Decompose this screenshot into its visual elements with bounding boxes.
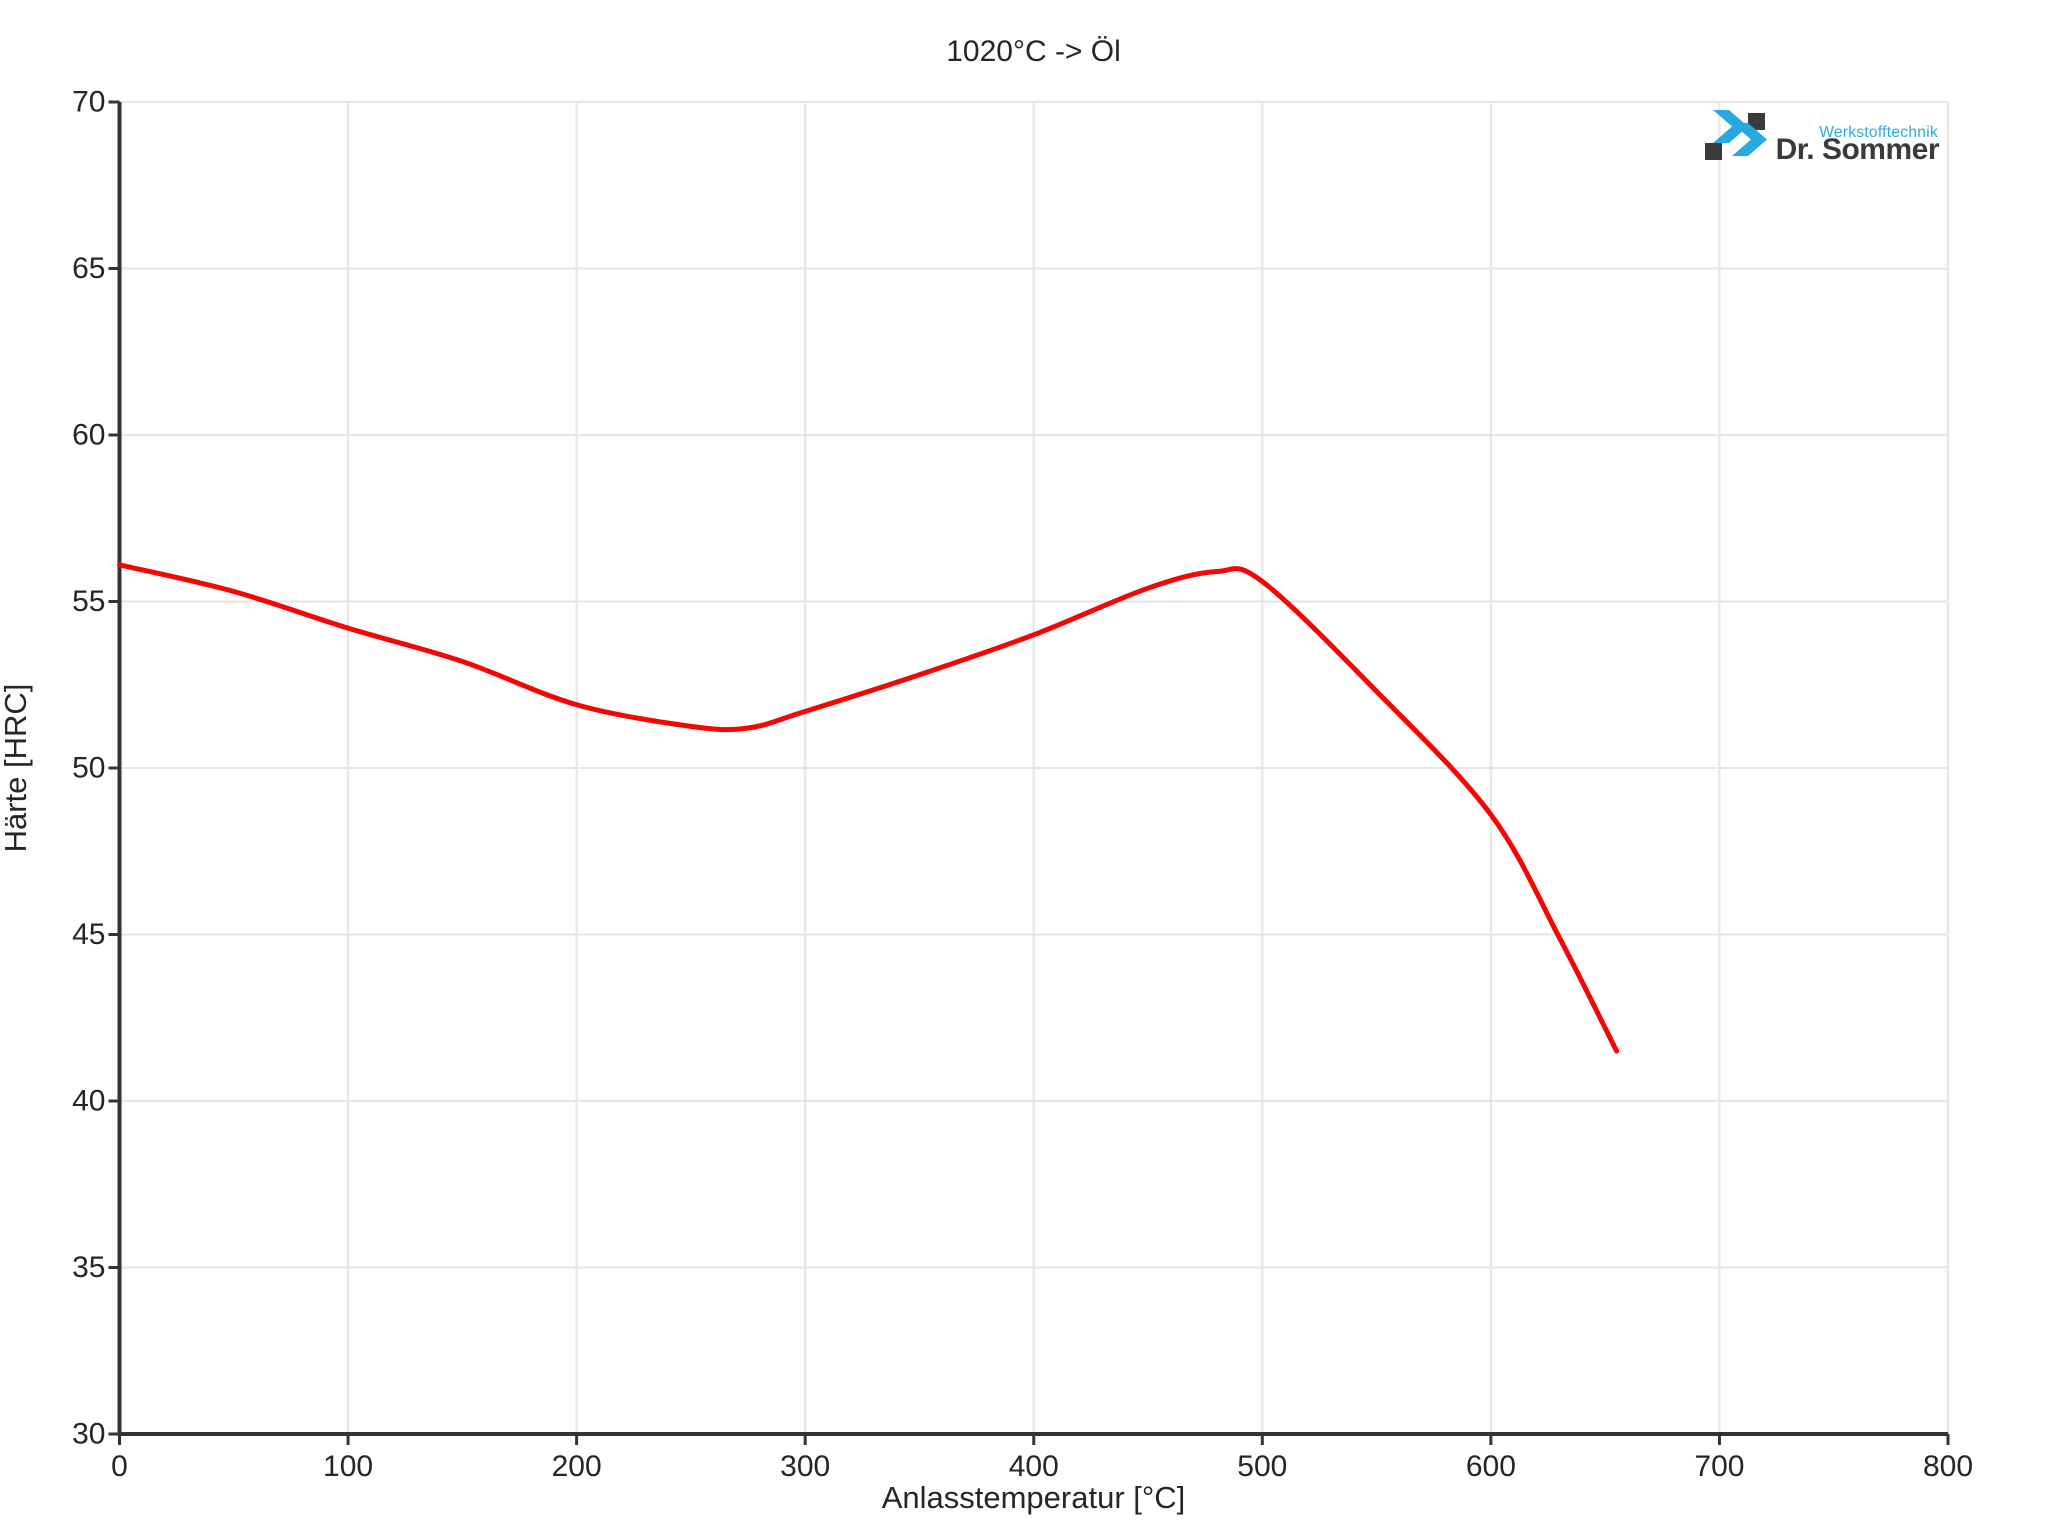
logo-brand-text: Dr. Sommer xyxy=(1776,133,1940,166)
y-tick-label: 45 xyxy=(72,918,105,951)
logo-square-bottom-left xyxy=(1705,143,1722,160)
y-tick-label: 35 xyxy=(72,1251,105,1284)
y-tick-label: 70 xyxy=(72,86,105,119)
x-tick-label: 100 xyxy=(323,1450,373,1483)
y-tick-label: 55 xyxy=(72,585,105,618)
x-tick-label: 300 xyxy=(780,1450,830,1483)
company-logo: Werkstofftechnik Dr. Sommer xyxy=(1705,110,1940,166)
logo-chevron-lower-icon xyxy=(1732,123,1767,156)
x-tick-label: 700 xyxy=(1694,1450,1744,1483)
x-tick-label: 400 xyxy=(1009,1450,1059,1483)
chart-title: 1020°C -> Öl xyxy=(946,35,1121,68)
x-tick-label: 500 xyxy=(1237,1450,1287,1483)
logo-tagline-text: Werkstofftechnik xyxy=(1819,124,1938,141)
x-axis-title: Anlasstemperatur [°C] xyxy=(881,1480,1186,1515)
logo-square-top-right xyxy=(1748,113,1765,130)
y-tick-label: 40 xyxy=(72,1085,105,1118)
x-tick-label: 200 xyxy=(552,1450,602,1483)
x-tick-label: 800 xyxy=(1923,1450,1973,1483)
y-axis-title: Härte [HRC] xyxy=(0,683,33,853)
y-tick-label: 60 xyxy=(72,419,105,452)
x-tick-label: 0 xyxy=(111,1450,128,1483)
x-tick-label: 600 xyxy=(1466,1450,1516,1483)
y-tick-label: 65 xyxy=(72,252,105,285)
y-tick-label: 50 xyxy=(72,752,105,785)
y-tick-label: 30 xyxy=(72,1418,105,1451)
data-line xyxy=(117,562,1620,1054)
